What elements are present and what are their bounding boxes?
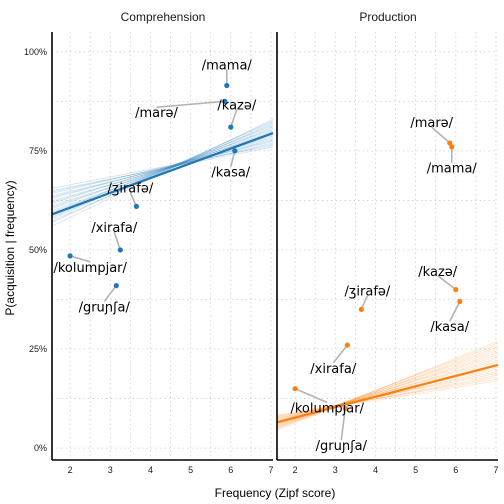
point-label: /kazə/ [418,265,457,280]
point-label: /xirafa/ [91,221,138,236]
point-label: /marə/ [410,116,453,131]
panel-production: Production /marə/ /mama/ /kazə/ /kasa/ /ʒira… [277,10,498,475]
y-tick-label: 50% [29,245,47,255]
x-tick-label: 7 [268,465,273,475]
data-point [114,283,119,288]
data-point [359,307,364,312]
point-label: /mama/ [202,59,253,74]
data-point [292,386,297,391]
data-point [232,148,237,153]
y-tick-label: 100% [24,47,47,57]
x-tick-label: 3 [333,465,338,475]
y-tick-label: 75% [29,146,47,156]
point-label: /ʒirafə/ [345,285,391,300]
point-label: /mama/ [427,162,478,177]
point-label: /kolumpjar/ [290,401,364,416]
x-tick-label: 5 [188,465,193,475]
data-point [67,253,72,258]
panel-grid [52,32,273,460]
y-axis-ticks: 0% 25% 50% 75% 100% [24,47,47,453]
point-label: /kolumpjar/ [53,261,127,276]
confidence-band [277,341,498,430]
x-axis-title: Frequency (Zipf score) [215,486,336,500]
connector-line [295,389,327,403]
connector-line [104,286,116,302]
point-label: /ʒirafə/ [107,182,153,197]
point-label: /marə/ [135,106,178,121]
panel-comprehension: Comprehension /mama/ /marə/ /kazə/ /kasa/ /ʒ… [52,10,273,475]
point-label: /kasa/ [430,320,469,335]
x-tick-label: 6 [453,465,458,475]
x-tick-label: 4 [148,465,153,475]
x-tick-label: 4 [373,465,378,475]
x-tick-label: 5 [413,465,418,475]
x-tick-label: 2 [293,465,298,475]
point-label: /gruɲʃa/ [316,439,368,454]
data-point [453,287,458,292]
connector-line [450,301,460,321]
x-tick-label: 2 [68,465,73,475]
data-point [345,342,350,347]
data-point [457,299,462,304]
point-label: /xirafa/ [310,362,357,377]
point-label: /kazə/ [217,98,256,113]
y-tick-label: 25% [29,344,47,354]
point-label: /kasa/ [211,166,250,181]
panel-title-production: Production [359,10,416,24]
y-axis-title: P(acquisition | frequency) [3,180,17,315]
point-labels: /mama/ /marə/ /kazə/ /kasa/ /ʒirafə/ /xirafa/… [53,59,256,316]
data-point [134,204,139,209]
data-point [118,247,123,252]
x-tick-label: 6 [228,465,233,475]
data-point [449,144,454,149]
panel-title-comprehension: Comprehension [121,10,206,24]
y-tick-label: 0% [34,443,47,453]
data-point [228,125,233,130]
x-tick-label: 3 [108,465,113,475]
point-label: /gruɲʃa/ [79,300,131,315]
data-point [224,83,229,88]
x-tick-label: 7 [493,465,498,475]
